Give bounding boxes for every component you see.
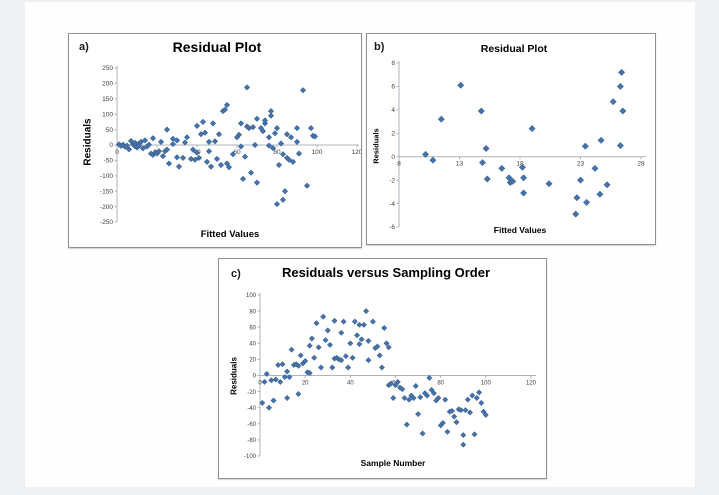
- chart-c-x-axis-label: Sample Number: [360, 458, 426, 468]
- svg-text:100: 100: [312, 149, 323, 156]
- chart-b-plot-area: -6 -4 -2 0 2 4 6 8 8 13 18 23 28: [389, 60, 646, 231]
- svg-text:0: 0: [258, 381, 262, 387]
- svg-text:0: 0: [109, 142, 113, 149]
- svg-text:18: 18: [516, 161, 524, 168]
- svg-text:40: 40: [249, 342, 256, 348]
- svg-text:4: 4: [391, 107, 395, 114]
- svg-text:-100: -100: [100, 173, 113, 180]
- svg-text:-150: -150: [100, 188, 113, 195]
- svg-text:-40: -40: [247, 406, 256, 412]
- panel-label-c: c): [231, 268, 241, 280]
- svg-text:120: 120: [352, 149, 361, 156]
- svg-text:120: 120: [526, 381, 537, 387]
- chart-b-x-axis-label: Fitted Values: [493, 225, 547, 235]
- svg-text:40: 40: [347, 381, 354, 387]
- svg-text:-100: -100: [244, 454, 257, 460]
- svg-text:23: 23: [577, 161, 585, 168]
- svg-text:80: 80: [437, 381, 444, 387]
- svg-text:8: 8: [391, 60, 395, 67]
- svg-text:60: 60: [249, 325, 256, 331]
- svg-text:50: 50: [106, 127, 114, 134]
- svg-text:80: 80: [249, 309, 256, 315]
- chart-c-title: Residuals versus Sampling Order: [281, 265, 491, 280]
- svg-text:13: 13: [456, 161, 464, 168]
- svg-text:-60: -60: [247, 422, 256, 428]
- svg-text:20: 20: [249, 358, 256, 364]
- svg-text:2: 2: [391, 130, 395, 137]
- svg-text:-20: -20: [247, 390, 256, 396]
- svg-text:80: 80: [273, 149, 281, 156]
- svg-text:-6: -6: [389, 224, 395, 231]
- chart-a-title: Residual Plot: [172, 39, 262, 55]
- svg-text:-80: -80: [247, 438, 256, 444]
- chart-b-residual-plot: b) Residual Plot Residuals -6 -4 -2 0 2 4 6 8 8 1…: [366, 33, 656, 245]
- svg-text:100: 100: [481, 381, 492, 387]
- chart-a-x-axis-label: Fitted Values: [200, 229, 260, 240]
- panel-label-a: a): [79, 41, 89, 53]
- svg-text:-50: -50: [104, 158, 114, 165]
- svg-text:0: 0: [253, 374, 257, 380]
- svg-text:28: 28: [637, 161, 645, 168]
- svg-text:100: 100: [102, 111, 113, 118]
- svg-text:-2: -2: [389, 177, 395, 184]
- chart-c-plot-area: -100-80-60-40-20020406080100020406080100…: [244, 293, 537, 460]
- svg-text:0: 0: [391, 154, 395, 161]
- chart-a-residual-plot: a) Residual Plot Residuals -250 -200 -150-…: [68, 33, 362, 248]
- svg-text:-250: -250: [100, 219, 113, 226]
- chart-b-title: Residual Plot: [480, 43, 548, 55]
- svg-text:250: 250: [102, 65, 113, 72]
- panel-label-b: b): [374, 41, 385, 53]
- svg-text:150: 150: [102, 96, 113, 103]
- svg-text:-4: -4: [389, 201, 395, 208]
- svg-text:200: 200: [102, 81, 113, 88]
- svg-text:8: 8: [397, 161, 401, 168]
- svg-text:-200: -200: [100, 204, 113, 211]
- chart-a-plot-area: -250-200-150-100-50050100150200250020406…: [100, 65, 361, 226]
- svg-text:6: 6: [391, 84, 395, 91]
- svg-text:60: 60: [233, 149, 241, 156]
- chart-c-residuals-vs-order: c) Residuals versus Sampling Order Resid…: [218, 258, 547, 479]
- svg-text:0: 0: [115, 149, 119, 156]
- svg-text:20: 20: [302, 381, 309, 387]
- svg-text:100: 100: [246, 293, 257, 299]
